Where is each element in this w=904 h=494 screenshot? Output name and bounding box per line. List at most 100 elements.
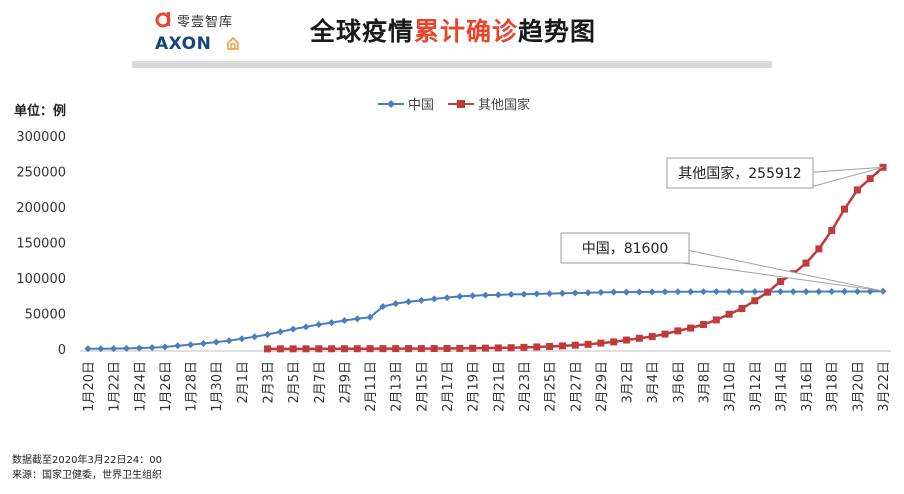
x-tick-label: 3月10日 — [723, 361, 738, 412]
logo-axon: AXON — [155, 34, 212, 54]
data-point-other — [302, 345, 310, 353]
data-point-china — [815, 288, 823, 296]
data-point-other — [584, 340, 592, 348]
logo-icon — [155, 12, 171, 28]
data-point-other — [841, 205, 849, 213]
data-point-china — [110, 345, 118, 353]
y-tick-label: 200000 — [16, 201, 66, 216]
logo-symbol-icon — [227, 36, 239, 50]
data-point-other — [507, 344, 515, 352]
y-tick-label: 0 — [58, 343, 66, 358]
data-point-other — [802, 259, 810, 267]
data-point-china — [738, 288, 746, 296]
unit-label: 单位：例 — [14, 104, 67, 119]
x-tick-label: 2月17日 — [441, 361, 456, 412]
data-point-other — [430, 345, 438, 353]
x-tick-label: 1月28日 — [185, 361, 200, 412]
y-tick-label: 250000 — [16, 166, 66, 181]
y-tick-label: 150000 — [16, 237, 66, 252]
x-tick-label: 3月8日 — [697, 361, 712, 404]
x-tick-label: 1月26日 — [159, 361, 174, 412]
data-point-china — [289, 325, 297, 333]
data-point-china — [841, 288, 849, 296]
x-tick-label: 3月4日 — [646, 361, 661, 404]
series-line-china — [87, 290, 884, 350]
x-tick-label: 3月12日 — [749, 361, 764, 412]
data-point-other — [712, 316, 720, 324]
x-tick-label: 2月5日 — [287, 361, 302, 404]
data-point-china — [443, 294, 451, 302]
data-point-china — [712, 288, 720, 296]
data-point-china — [174, 342, 182, 350]
data-point-other — [776, 278, 784, 286]
title-highlight: 累计确诊 — [414, 17, 519, 46]
data-point-china — [828, 288, 836, 296]
page-title: 全球疫情累计确诊趋势图 — [310, 17, 597, 46]
data-point-other — [405, 345, 413, 353]
data-point-china — [148, 344, 156, 352]
data-point-china — [161, 343, 169, 351]
data-point-other — [264, 345, 272, 353]
data-point-china — [623, 288, 631, 296]
x-tick-label: 2月25日 — [544, 361, 559, 412]
data-point-china — [353, 315, 361, 323]
data-point-other — [289, 345, 297, 353]
data-point-other — [276, 345, 284, 353]
callout-box-other — [666, 157, 814, 189]
data-point-china — [699, 288, 707, 296]
data-point-china — [584, 289, 592, 297]
data-point-other — [699, 321, 707, 329]
data-point-china — [776, 288, 784, 296]
data-point-china — [187, 341, 195, 349]
data-point-other — [366, 345, 374, 353]
x-tick-label: 1月24日 — [133, 361, 148, 412]
data-point-other — [340, 345, 348, 353]
data-point-other — [443, 345, 451, 353]
data-point-other — [456, 344, 464, 352]
data-point-other — [482, 344, 489, 352]
logo-text: 零壹智库 — [177, 15, 234, 30]
data-point-china — [238, 335, 246, 343]
x-tick-label: 3月22日 — [877, 361, 892, 412]
callout-label-other: 其他国家，255912 — [678, 165, 801, 182]
data-point-other — [751, 297, 759, 305]
data-point-other — [571, 341, 579, 349]
data-point-other — [353, 345, 361, 353]
data-point-other — [687, 324, 695, 332]
data-point-china — [546, 290, 554, 298]
y-tick-label: 50000 — [25, 308, 66, 323]
x-tick-label: 1月20日 — [82, 361, 97, 412]
data-point-china — [430, 295, 438, 303]
data-point-other — [815, 245, 823, 253]
y-tick-label: 100000 — [16, 272, 66, 287]
data-point-china — [482, 291, 489, 299]
x-tick-label: 2月9日 — [338, 361, 353, 404]
x-tick-label: 3月16日 — [800, 361, 815, 412]
legend-label-other: 其他国家 — [478, 98, 531, 113]
x-tick-label: 2月23日 — [518, 361, 533, 412]
data-point-other — [764, 288, 772, 296]
data-point-china — [135, 344, 143, 352]
data-point-other — [738, 305, 746, 313]
data-point-china — [417, 296, 425, 304]
data-point-other — [417, 345, 425, 353]
data-point-china — [122, 344, 130, 352]
data-point-china — [251, 333, 259, 341]
data-point-other — [469, 344, 477, 352]
x-tick-label: 2月15日 — [415, 361, 430, 412]
title-underline — [132, 61, 772, 68]
x-tick-label: 3月20日 — [851, 361, 866, 412]
data-point-china — [456, 292, 464, 300]
data-point-china — [507, 290, 515, 298]
data-point-other — [546, 342, 554, 350]
data-point-other — [725, 310, 733, 318]
data-point-china — [853, 287, 861, 295]
data-point-china — [558, 289, 566, 297]
x-tick-label: 2月3日 — [262, 361, 277, 404]
data-point-other — [853, 186, 861, 194]
legend-marker-china-icon — [378, 99, 404, 108]
x-tick-label: 2月7日 — [313, 361, 328, 404]
data-point-other — [533, 343, 541, 351]
legend-item-china: 中国 — [378, 94, 434, 113]
